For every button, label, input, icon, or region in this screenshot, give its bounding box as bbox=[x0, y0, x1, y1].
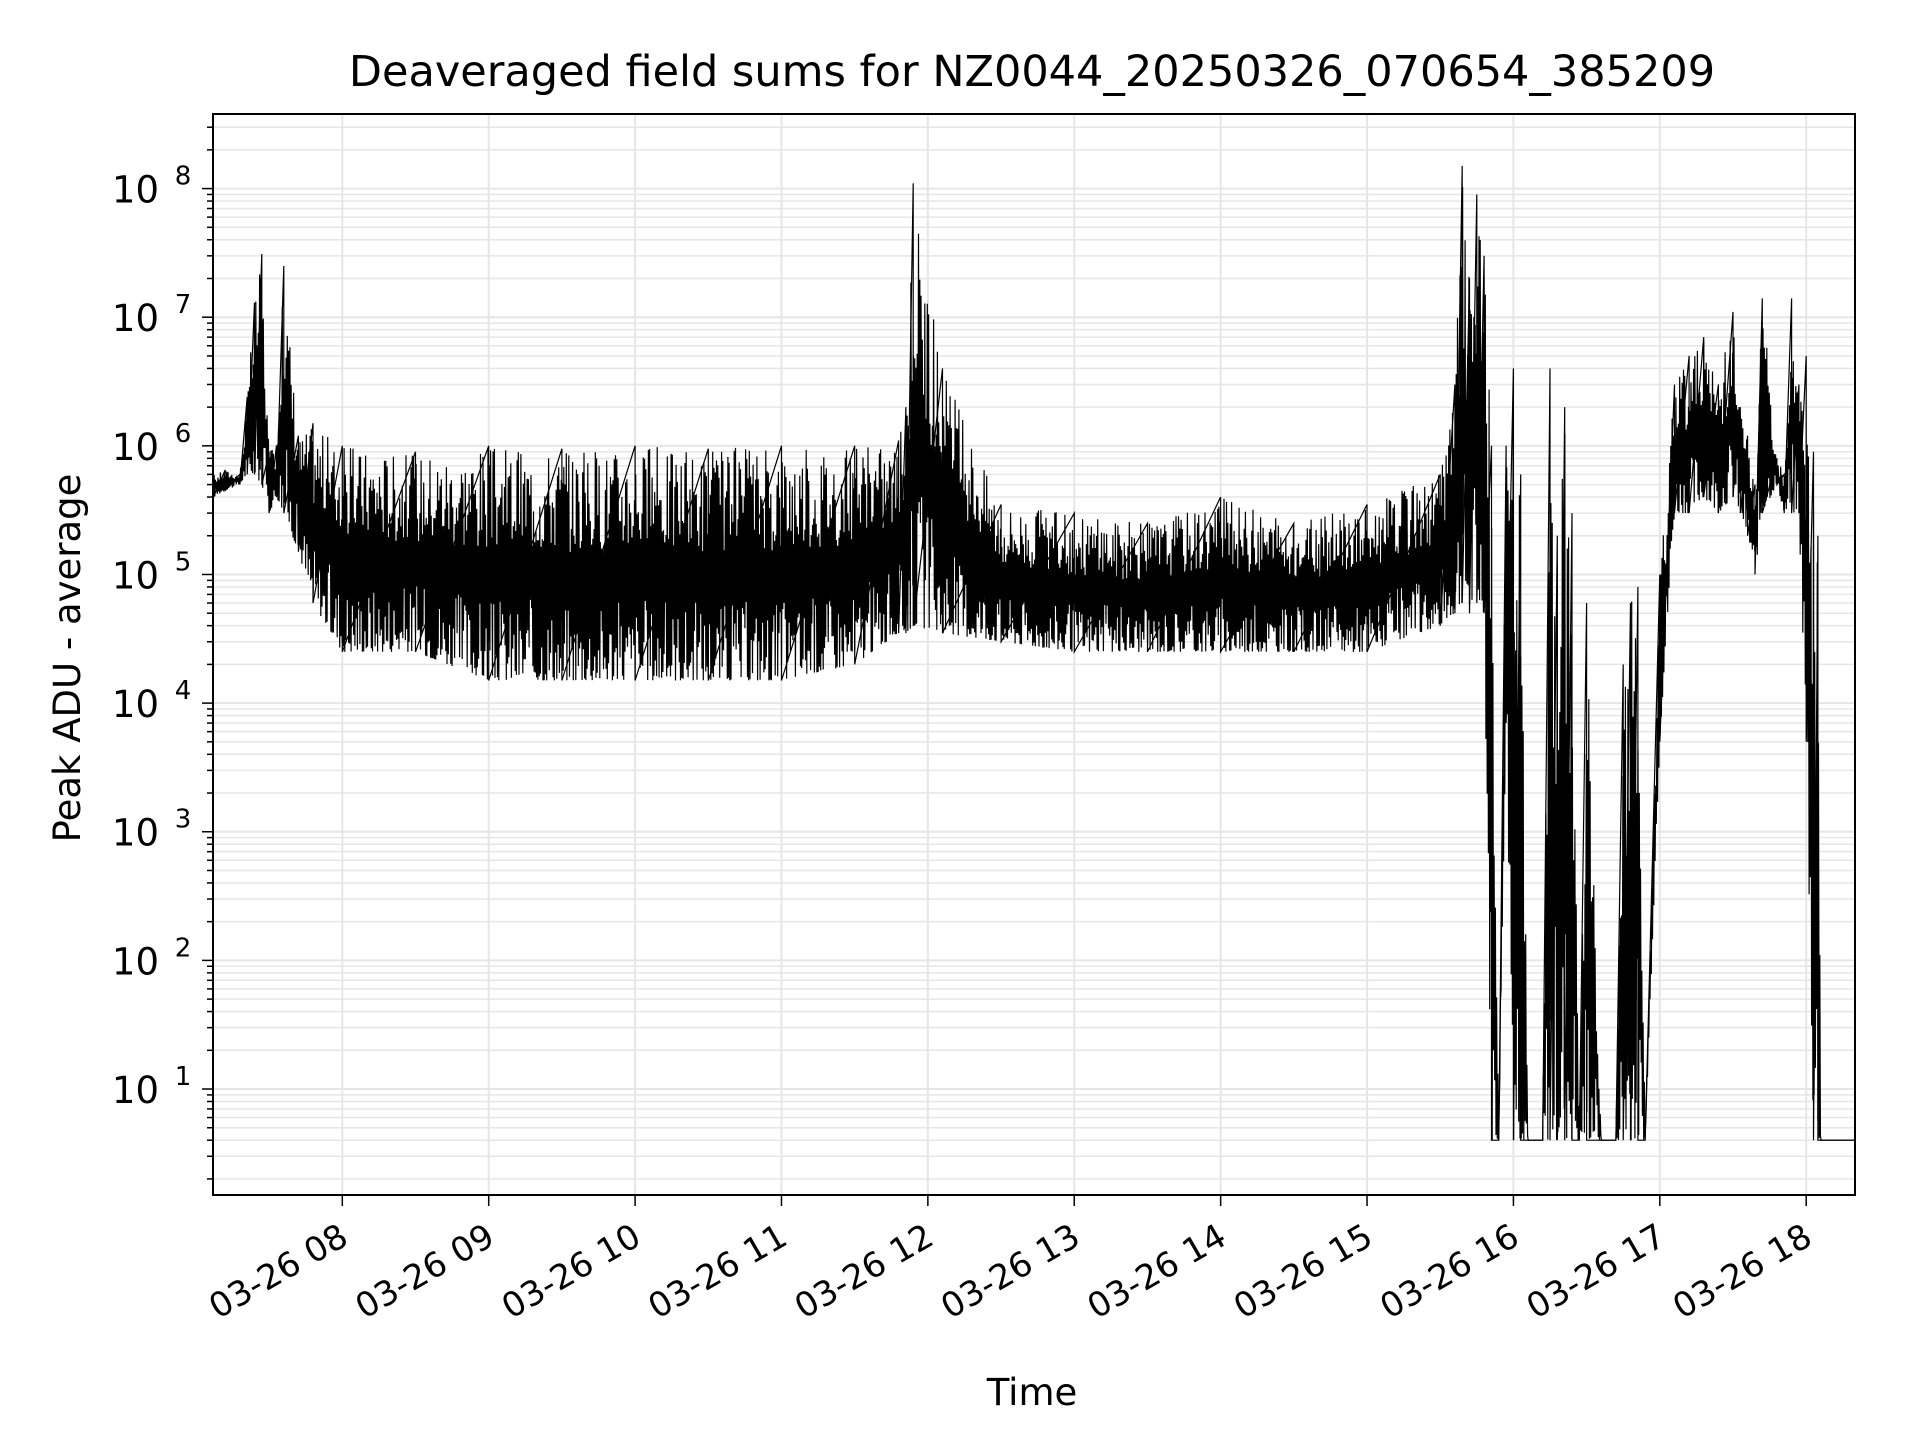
y-tick-label: 10 bbox=[112, 169, 159, 212]
x-axis-label: Time bbox=[986, 1371, 1078, 1414]
y-tick-label: 10 bbox=[112, 554, 159, 597]
y-tick-label: 10 bbox=[112, 940, 159, 983]
plot-frame bbox=[212, 113, 1856, 1196]
grid bbox=[213, 114, 1855, 1195]
y-tick-base: 10 bbox=[112, 683, 159, 726]
y-tick-base: 10 bbox=[112, 426, 159, 469]
y-tick-label: 10 bbox=[112, 426, 159, 469]
series-envelope-line bbox=[212, 165, 1855, 1141]
y-tick-label: 10 bbox=[112, 812, 159, 855]
y-tick-exponent: 2 bbox=[175, 933, 192, 963]
y-tick-base: 10 bbox=[112, 812, 159, 855]
y-tick-base: 10 bbox=[112, 940, 159, 983]
y-axis-label: Peak ADU - average bbox=[46, 474, 89, 843]
y-tick-base: 10 bbox=[112, 169, 159, 212]
y-tick-exponent: 4 bbox=[175, 676, 192, 706]
y-tick-exponent: 3 bbox=[175, 805, 192, 835]
y-tick-exponent: 6 bbox=[175, 419, 192, 449]
y-tick-base: 10 bbox=[112, 554, 159, 597]
y-tick-exponent: 7 bbox=[175, 290, 192, 320]
y-tick-base: 10 bbox=[112, 297, 159, 340]
y-tick-exponent: 8 bbox=[175, 162, 192, 192]
y-tick-label: 10 bbox=[112, 297, 159, 340]
y-tick-exponent: 5 bbox=[175, 547, 192, 577]
y-tick-label: 10 bbox=[112, 1069, 159, 1112]
y-tick-label: 10 bbox=[112, 683, 159, 726]
chart-title: Deaveraged field sums for NZ0044_2025032… bbox=[349, 47, 1715, 97]
y-tick-base: 10 bbox=[112, 1069, 159, 1112]
y-tick-exponent: 1 bbox=[175, 1062, 192, 1092]
data-line bbox=[212, 165, 1855, 1141]
